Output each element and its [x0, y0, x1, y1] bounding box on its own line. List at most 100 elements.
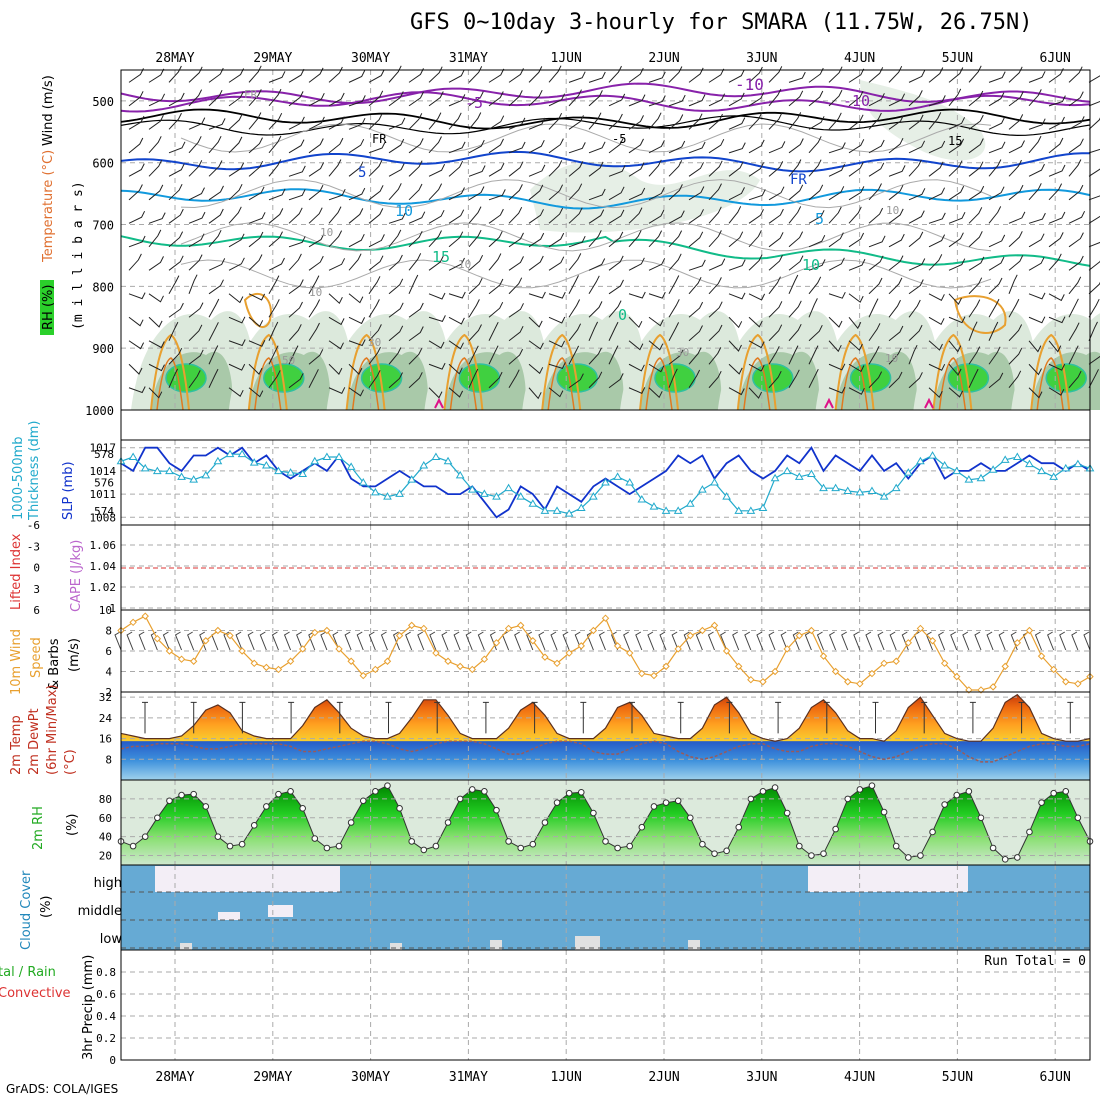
wind-barb: [268, 370, 281, 389]
wind-barb: [168, 347, 183, 365]
wind-speed-marker: [274, 665, 283, 674]
wind-speed-marker: [916, 624, 925, 633]
wind-barb-10m: [792, 631, 800, 651]
wind-barb: [948, 387, 964, 398]
wind-barb: [968, 346, 981, 365]
wind-barb: [1008, 114, 1024, 130]
wind-barb: [668, 299, 680, 318]
minmax-bar: [142, 701, 148, 734]
wind-barb: [248, 212, 266, 224]
wind-barb: [1048, 95, 1066, 107]
minmax-bar: [482, 701, 489, 734]
li-tick: 3: [33, 583, 40, 596]
wind-barb: [288, 116, 305, 130]
wind-barb: [1008, 231, 1023, 248]
wind-barb-10m: [962, 631, 970, 651]
wind-barb: [428, 91, 444, 107]
thickness-marker: [455, 470, 465, 479]
rh-marker: [747, 795, 755, 803]
wind-barb: [888, 325, 904, 342]
date-label-top: 29MAY: [253, 51, 292, 66]
wind-barb: [308, 207, 323, 224]
wind-barb: [888, 208, 904, 224]
wind-speed-marker: [892, 657, 900, 665]
wind-barb: [988, 159, 1002, 177]
wind-barb: [768, 276, 781, 295]
wind-speed-marker: [165, 647, 174, 655]
wind-barb: [968, 231, 983, 248]
wind-speed-marker: [868, 669, 876, 678]
wind-barb: [608, 279, 624, 295]
wind-barb: [308, 322, 320, 342]
wind-barb: [188, 349, 204, 365]
temp-contour-orange: [834, 333, 875, 411]
thickness-marker: [261, 461, 271, 469]
wind-barb: [568, 183, 583, 201]
ylabel-rh2m: (%): [65, 814, 80, 837]
slp-tick: 1011: [90, 488, 117, 501]
cape-tick: 1: [109, 602, 116, 615]
pink-contour: [824, 397, 834, 409]
pink-contour: [924, 397, 934, 409]
minmax-bar: [434, 701, 441, 734]
wind-barb: [548, 207, 564, 224]
thickness-marker: [710, 478, 719, 486]
wind-barb: [1068, 322, 1080, 342]
wind-barb: [588, 275, 600, 295]
wind-barb: [168, 65, 182, 83]
wind-barb: [348, 253, 362, 271]
wind-barb: [448, 187, 465, 201]
wind-barb: [368, 69, 385, 83]
thickness-marker: [128, 452, 138, 460]
wind-barb: [248, 160, 264, 177]
wind-barb: [488, 321, 499, 341]
wind-barb: [968, 90, 984, 107]
wind-speed-marker: [953, 672, 961, 681]
wind-speed-marker: [613, 642, 622, 650]
thickness-marker: [867, 486, 877, 494]
rh-marker: [626, 842, 634, 850]
wind-barb: [268, 321, 279, 341]
wind-barb: [928, 95, 946, 107]
date-label-bottom: 29MAY: [253, 1070, 292, 1085]
text-layer: 28MAY 28MAY 29MAY 29MAY 30MAY 30MAY 31MAY 31MAY…: [0, 51, 1086, 1085]
wind-speed-marker: [759, 678, 767, 686]
thickness-marker: [383, 492, 392, 500]
wind-barb: [388, 229, 402, 248]
date-label-top: 30MAY: [351, 51, 390, 66]
thickness-marker: [903, 468, 913, 476]
thickness-marker: [576, 503, 586, 511]
wind-barb: [408, 91, 424, 107]
wind-barb: [148, 293, 164, 303]
rh-marker: [880, 808, 888, 816]
wind-barb: [568, 299, 581, 318]
wind-barb: [228, 162, 245, 177]
thickness-marker: [988, 465, 998, 473]
wind-barb: [468, 165, 486, 177]
minmax-bar: [385, 701, 392, 734]
wind-barb: [188, 233, 205, 248]
wind-barb: [888, 233, 905, 248]
wind-barb: [208, 135, 222, 154]
wind-barb: [448, 209, 465, 224]
thickness-marker: [189, 475, 199, 483]
wind-barb: [168, 112, 182, 130]
wind-barb: [348, 187, 366, 201]
minmax-bar: [969, 701, 976, 734]
rh-marker: [408, 838, 416, 845]
thickness-marker: [964, 475, 974, 483]
wind-barb: [588, 301, 603, 318]
wind-speed-marker: [286, 657, 295, 665]
cape-tick: 1.02: [90, 581, 117, 594]
wind-barb-10m: [162, 631, 170, 651]
rh-marker: [783, 809, 791, 817]
wind-speed-marker: [626, 649, 634, 657]
wind-barb-10m: [453, 631, 461, 651]
wind-barb: [308, 369, 319, 388]
minmax-bar: [921, 701, 928, 734]
wind-barb: [248, 112, 262, 130]
wind-barb: [648, 316, 664, 327]
wind-barb-10m: [550, 631, 558, 651]
ylabel-cloud: (%): [39, 896, 54, 919]
cloud-low-block: [490, 940, 502, 950]
